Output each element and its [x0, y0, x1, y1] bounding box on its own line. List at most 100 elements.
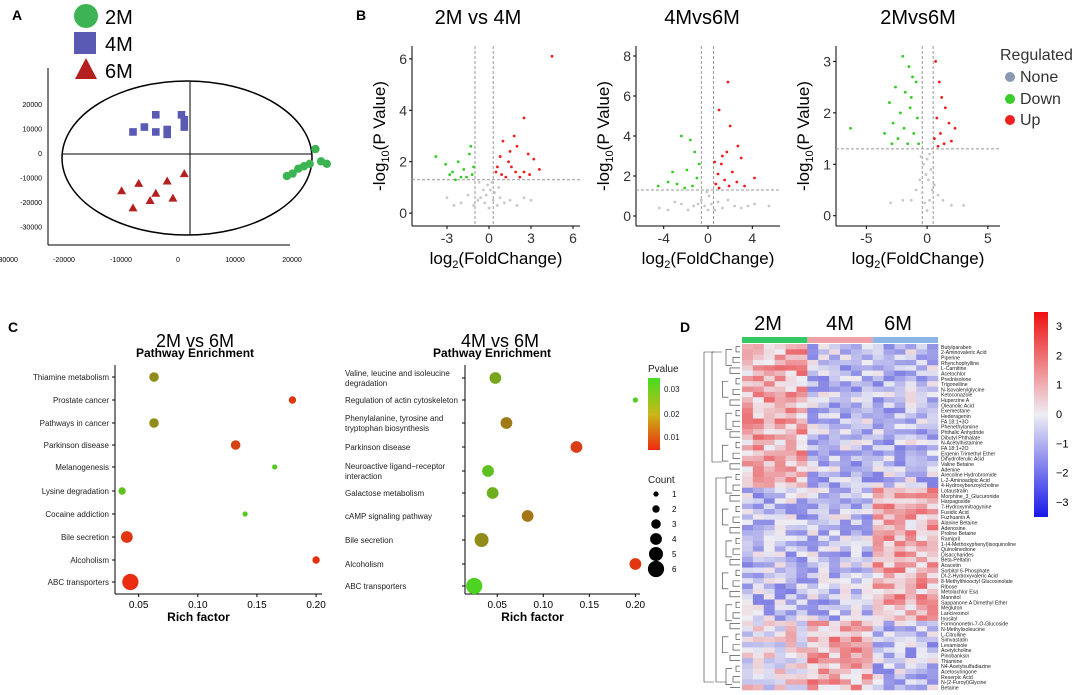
heatmap-cell [894, 604, 906, 611]
heatmap-cell [927, 381, 939, 387]
volcano-point-none [657, 206, 661, 210]
heatmap-cell [927, 562, 939, 568]
heatmap-cell [807, 466, 819, 473]
heatmap-cell [872, 487, 884, 494]
heatmap-cell [796, 503, 808, 510]
heatmap-cell [927, 514, 939, 520]
heatmap-cell [850, 375, 863, 382]
heatmap-cell [861, 610, 873, 616]
heatmap-cell [850, 524, 863, 531]
heatmap-cell [927, 546, 939, 552]
heatmap-cell [818, 567, 830, 574]
volcano-point-up [507, 160, 510, 164]
heatmap-cell [927, 674, 939, 680]
heatmap-cell [905, 652, 917, 659]
heatmap-cell [872, 535, 884, 542]
heatmap-cell [742, 354, 754, 361]
dendrogram-branch [732, 388, 740, 395]
heatmap-row-label: Acetochlor [941, 371, 966, 377]
legend-label-down: Down [1020, 91, 1061, 108]
heatmap-cell [796, 487, 808, 494]
heatmap-cell [894, 514, 906, 520]
heatmap-cell [894, 493, 906, 499]
volcano-point-none [666, 208, 670, 212]
heatmap-cell [818, 562, 830, 568]
volcano-y-tick-label: 6 [623, 88, 631, 104]
heatmap-cell [829, 535, 841, 542]
volcano-point-up [943, 106, 947, 110]
heatmap-cell [829, 514, 841, 520]
heatmap-cell [774, 429, 786, 435]
heatmap-cell [927, 652, 939, 659]
pathway-label: Parkinson disease [44, 441, 110, 450]
heatmap-cell [818, 524, 830, 531]
heatmap-cell [872, 509, 884, 515]
enrichment-dot [149, 372, 159, 382]
heatmap-cell [850, 365, 863, 371]
heatmap-cell [785, 684, 797, 691]
pca-y-tick-label: -10000 [20, 176, 42, 183]
heatmap-cell [905, 626, 917, 632]
heatmap-cell [796, 567, 808, 574]
heatmap-cell [861, 562, 873, 568]
volcano-point-down [890, 142, 894, 146]
heatmap-cell [829, 567, 841, 574]
dendrogram-branch [729, 431, 740, 438]
heatmap-cell [916, 359, 928, 366]
volcano-point-up [714, 182, 718, 186]
heatmap-cell [883, 556, 895, 563]
heatmap-cell [861, 402, 873, 409]
legend-circle-2m [74, 4, 98, 28]
heatmap-cell [916, 679, 928, 685]
heatmap-cell [796, 626, 808, 632]
count-legend-dot [651, 519, 661, 529]
volcano-point-up [728, 124, 732, 128]
heatmap-cell [829, 482, 841, 489]
heatmap-cell [872, 466, 884, 473]
heatmap-cell [872, 407, 884, 414]
heatmap-cell [872, 359, 884, 366]
heatmap-cell [894, 540, 906, 547]
heatmap-cell [763, 466, 775, 473]
heatmap-cell [752, 503, 765, 510]
dendrogram-branch [735, 378, 740, 385]
heatmap-cell [752, 386, 765, 393]
dendrogram-branch [732, 644, 740, 651]
heatmap-cell [763, 604, 775, 611]
volcano-y-label: -log10(P Value) [794, 81, 816, 191]
heatmap-cell [840, 604, 852, 611]
volcano-point-up [522, 170, 526, 174]
heatmap-cell [883, 509, 895, 515]
heatmap-cell [818, 615, 830, 622]
heatmap-cell [840, 562, 852, 568]
heatmap-cell [785, 471, 797, 478]
volcano-point-down [908, 106, 912, 110]
heatmap-cell [905, 615, 917, 622]
heatmap-cell [774, 556, 786, 563]
heatmap-cell [796, 471, 808, 478]
heatmap-cell [916, 381, 928, 387]
volcano-y-tick-label: 4 [399, 102, 407, 118]
enrichment-dot [482, 465, 494, 477]
pca-point-6m [128, 203, 138, 212]
heatmap-cell [829, 407, 841, 414]
heatmap-cell [752, 434, 765, 441]
heatmap-cell [916, 482, 928, 489]
heatmap-cell [763, 572, 775, 579]
heatmap-cell [785, 540, 797, 547]
heatmap-cell [840, 524, 852, 531]
heatmap-cell [818, 546, 830, 552]
heatmap-cell [763, 567, 775, 574]
heatmap-cell [872, 652, 884, 659]
dendrogram-branch [735, 665, 740, 672]
heatmap-cell [927, 386, 939, 393]
heatmap-cell [883, 503, 895, 510]
heatmap-scale-tick: 0 [1056, 409, 1062, 421]
volcano-point-up [940, 96, 944, 99]
heatmap-cell [818, 684, 830, 691]
heatmap-cell [883, 679, 895, 685]
heatmap-cell [752, 391, 765, 398]
heatmap-cell [742, 391, 754, 398]
heatmap-cell [807, 503, 819, 510]
heatmap-cell [742, 455, 754, 462]
